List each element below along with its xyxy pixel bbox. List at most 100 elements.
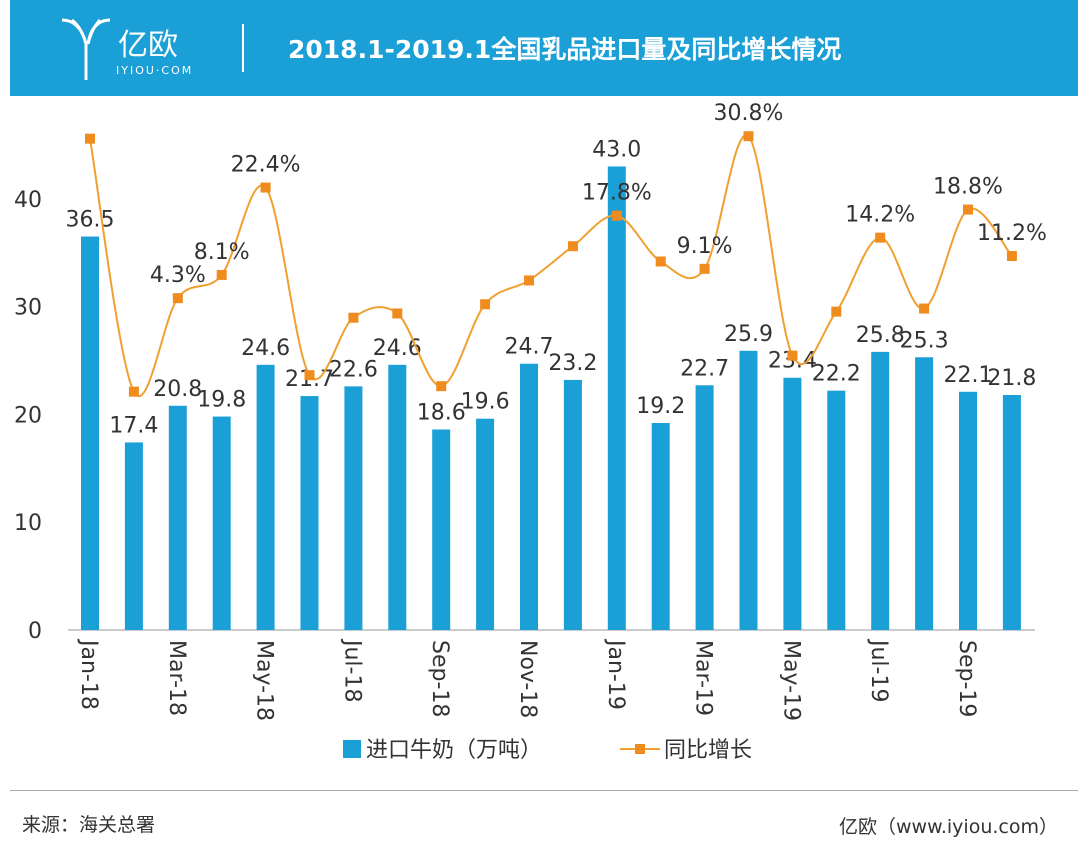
bar xyxy=(959,391,977,630)
line-marker xyxy=(787,350,798,361)
bar xyxy=(520,363,538,630)
bar xyxy=(651,423,670,630)
bar-label: 20.8 xyxy=(153,377,202,402)
line-marker xyxy=(216,269,227,280)
x-tick-label: May-18 xyxy=(252,640,277,721)
legend-bar-label: 进口牛奶（万吨） xyxy=(366,738,542,763)
line-marker xyxy=(348,312,359,323)
bar xyxy=(124,442,143,630)
x-tick-label: Sep-19 xyxy=(954,640,979,717)
line-label: 30.8% xyxy=(714,101,784,126)
bar xyxy=(212,416,231,630)
x-tick-label: Jul-19 xyxy=(866,638,891,702)
bar-label: 36.5 xyxy=(66,208,115,233)
logo-mark-icon xyxy=(61,18,111,80)
header-divider xyxy=(242,24,244,72)
bar-label: 19.2 xyxy=(636,394,685,419)
bar xyxy=(168,405,187,630)
x-tick-label: Nov-18 xyxy=(515,640,540,718)
bar xyxy=(432,429,451,630)
bar-label: 24.6 xyxy=(373,336,422,361)
logo: 亿欧 IYIOU·COM xyxy=(58,14,218,84)
chart: 01020304036.517.420.819.824.621.722.624.… xyxy=(14,101,1047,763)
bar xyxy=(388,364,407,630)
y-tick-label: 30 xyxy=(14,296,42,321)
legend: 进口牛奶（万吨） 同比增长 xyxy=(343,738,752,763)
bar xyxy=(739,350,758,630)
footer-divider xyxy=(10,790,1078,791)
bar-label: 25.9 xyxy=(724,322,773,347)
legend-line-marker xyxy=(635,744,645,754)
bar xyxy=(871,351,890,630)
bar xyxy=(1002,394,1021,630)
bar xyxy=(300,396,319,630)
x-tick-label: Jan-19 xyxy=(603,638,628,710)
bar-label: 22.2 xyxy=(812,362,861,387)
bar-label: 24.6 xyxy=(241,336,290,361)
y-tick-label: 10 xyxy=(14,511,42,536)
x-tick-label: Sep-18 xyxy=(427,640,452,717)
line-marker xyxy=(392,308,403,319)
header-band: 亿欧 IYIOU·COM 2018.1-2019.1全国乳品进口量及同比增长情况 xyxy=(10,0,1078,96)
line-label: 14.2% xyxy=(845,203,915,228)
line-label: 17.8% xyxy=(582,181,652,206)
logo-text: 亿欧 xyxy=(118,28,178,63)
bar xyxy=(476,418,495,630)
line-label: 22.4% xyxy=(231,153,301,178)
bar xyxy=(827,390,846,630)
y-tick-label: 40 xyxy=(14,188,42,213)
line-marker xyxy=(524,275,534,286)
line-label: 8.1% xyxy=(194,240,250,265)
bar-label: 25.3 xyxy=(900,328,949,353)
legend-line-label: 同比增长 xyxy=(664,738,752,763)
line-marker xyxy=(480,299,491,310)
bar-label: 18.6 xyxy=(417,400,466,425)
bar xyxy=(695,385,714,630)
legend-bar-swatch xyxy=(343,740,361,758)
bar xyxy=(563,379,582,630)
line-label: 11.2% xyxy=(977,221,1047,246)
line-marker xyxy=(655,256,666,267)
logo-subtext: IYIOU·COM xyxy=(116,64,194,77)
bar xyxy=(81,236,99,630)
line-marker xyxy=(699,263,710,274)
line-marker xyxy=(436,381,447,392)
bar-label: 22.1 xyxy=(944,363,993,388)
line-marker xyxy=(567,241,578,252)
bar-label: 43.0 xyxy=(592,137,641,162)
line-marker xyxy=(743,131,754,142)
line-marker xyxy=(831,306,842,317)
x-tick-label: Mar-19 xyxy=(691,640,716,716)
bar-label: 22.6 xyxy=(329,357,378,382)
x-tick-label: Jan-18 xyxy=(76,638,101,710)
line-marker xyxy=(304,370,315,381)
line-marker xyxy=(260,182,271,193)
bar xyxy=(344,386,363,630)
bar-label: 22.7 xyxy=(680,356,729,381)
brand-text: 亿欧（www.iyiou.com） xyxy=(838,816,1058,838)
line-marker xyxy=(1006,251,1017,261)
line-marker xyxy=(85,133,95,144)
line-label: 18.8% xyxy=(933,175,1003,200)
x-tick-label: Mar-18 xyxy=(164,640,189,716)
bar xyxy=(607,166,626,630)
line-marker xyxy=(963,204,973,215)
line-marker xyxy=(611,210,622,221)
x-tick-label: May-19 xyxy=(778,640,803,721)
bar-label: 21.8 xyxy=(987,366,1036,391)
source-text: 来源：海关总署 xyxy=(22,814,156,836)
x-tick-label: Jul-18 xyxy=(339,638,364,702)
line-marker xyxy=(919,303,930,314)
bar-label: 25.8 xyxy=(856,323,905,348)
y-tick-label: 20 xyxy=(14,403,42,428)
line-marker xyxy=(128,386,139,397)
bar-label: 17.4 xyxy=(109,413,158,438)
bar-label: 19.8 xyxy=(197,388,246,413)
line-marker xyxy=(172,293,183,304)
y-tick-label: 0 xyxy=(28,619,42,644)
chart-title: 2018.1-2019.1全国乳品进口量及同比增长情况 xyxy=(288,35,842,64)
bar-label: 19.6 xyxy=(461,390,510,415)
line-label: 9.1% xyxy=(677,234,733,259)
line-marker xyxy=(875,232,886,243)
line-label: 4.3% xyxy=(150,263,206,288)
